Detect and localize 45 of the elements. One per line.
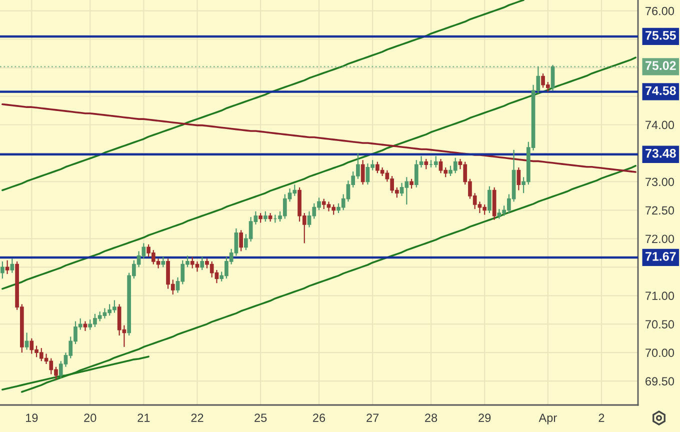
candlestick [410,178,414,190]
x-tick-label: 27 [366,414,379,422]
x-tick-label: 28 [425,414,438,422]
x-tick-label: 26 [313,414,326,422]
x-tick-label: Apr [538,414,557,424]
line-series [2,103,636,173]
x-tick-label: 22 [191,414,204,422]
line-series [2,0,524,192]
candlestick [10,258,14,274]
x-tick-label: 29 [478,414,491,422]
candlestick [0,260,4,280]
x-tick-label: 19 [26,414,38,422]
y-tick-label: 74.00 [646,120,674,130]
x-tick-label: 2 [598,414,604,422]
candlestick [5,260,10,275]
candlestick [424,158,428,170]
ref-line-label: 73.48 [646,148,676,158]
candlestick [264,210,268,222]
x-tick-label: 25 [254,414,267,422]
candlestick [434,156,438,168]
y-tick-label: 73.00 [646,178,674,186]
candlestick [200,256,204,271]
candlestick [488,186,492,214]
candlestick [258,212,262,224]
candlestick [239,230,244,252]
y-tick-label: 76.00 [646,6,674,16]
x-tick-label: 20 [84,414,96,422]
y-tick-label: 72.00 [646,234,674,244]
y-tick-label: 70.00 [646,348,674,357]
candlestick [161,256,166,268]
candlestick [360,160,365,186]
y-tick-label: 69.50 [646,377,674,386]
ref-line-label: 75.02 [646,61,676,70]
y-tick-label: 72.50 [646,206,674,215]
candlestick [24,332,29,350]
ref-line-label: 71.67 [646,252,676,261]
ref-line-label: 74.58 [646,86,676,96]
line-series [2,56,636,290]
candlestick [516,166,521,191]
y-tick-label: 71.00 [646,292,674,300]
candlestick [83,320,88,332]
candlestick [550,64,555,92]
x-tick-label: 21 [138,414,150,422]
y-tick-label: 70.50 [646,320,674,329]
ref-line-label: 75.55 [646,31,676,40]
